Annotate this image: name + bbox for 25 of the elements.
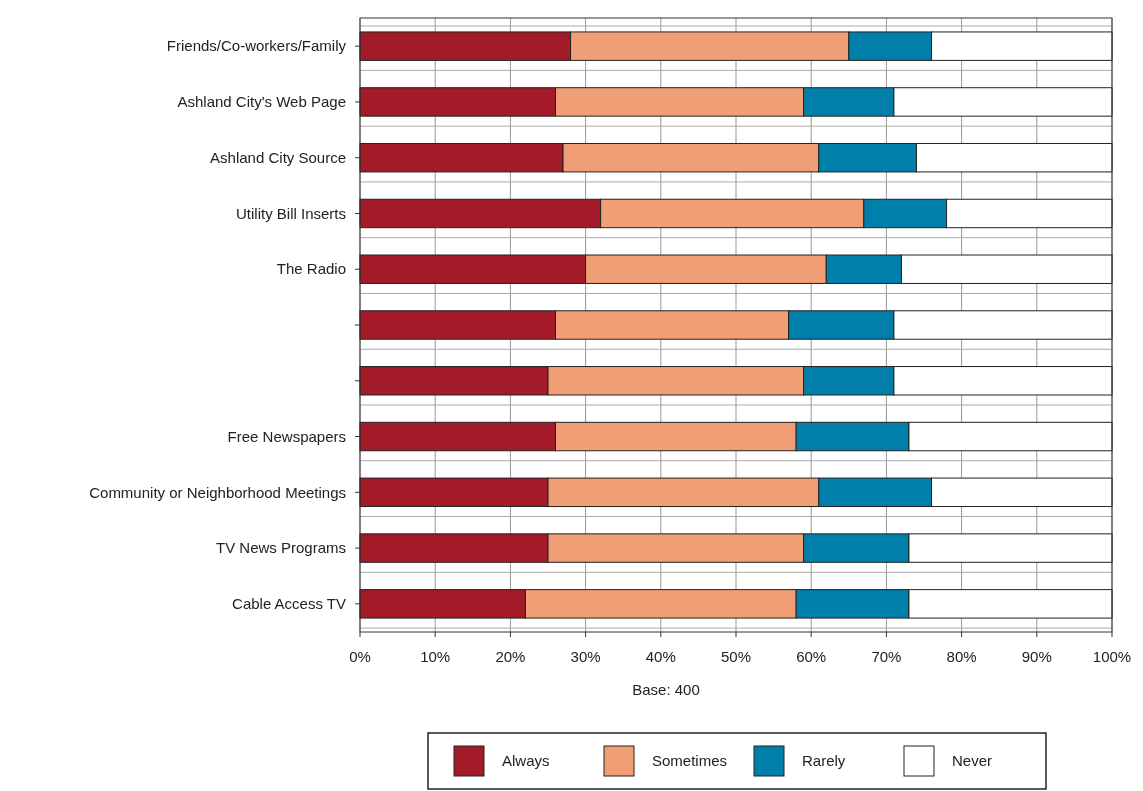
x-tick-label: 80%	[946, 648, 977, 665]
y-tick-label: Cable Access TV	[232, 595, 346, 613]
legend-label: Sometimes	[652, 752, 728, 770]
y-tick-label: Ashland City Source	[210, 148, 346, 166]
x-tick-label: 10%	[420, 648, 451, 665]
x-tick-label: 100%	[1092, 648, 1132, 665]
legend-label: Rarely	[802, 752, 846, 770]
x-tick-label: 0%	[349, 648, 371, 665]
x-tick-label: 70%	[871, 648, 902, 665]
y-tick-label: Utility Bill Inserts	[235, 204, 346, 222]
x-tick-label: 90%	[1021, 648, 1052, 665]
x-tick-label: 40%	[645, 648, 676, 665]
legend-label: Always	[502, 752, 550, 770]
x-tick-label: 30%	[570, 648, 601, 665]
y-tick-label: Friends/Co-workers/Family	[166, 37, 347, 55]
x-tick-label: 60%	[796, 648, 827, 665]
y-tick-label: Ashland City's Web Page	[177, 93, 346, 111]
x-tick-label: 50%	[720, 648, 752, 665]
x-tick-label: 20%	[495, 648, 526, 665]
y-tick-label: The Radio	[276, 260, 346, 278]
y-tick-label: TV News Programs	[215, 539, 346, 557]
x-axis-title: Base: 400	[632, 681, 700, 698]
y-tick-label: Free Newspapers	[227, 427, 346, 445]
legend-label: Never	[952, 752, 993, 770]
y-tick-label: Community or Neighborhood Meetings	[89, 483, 346, 501]
